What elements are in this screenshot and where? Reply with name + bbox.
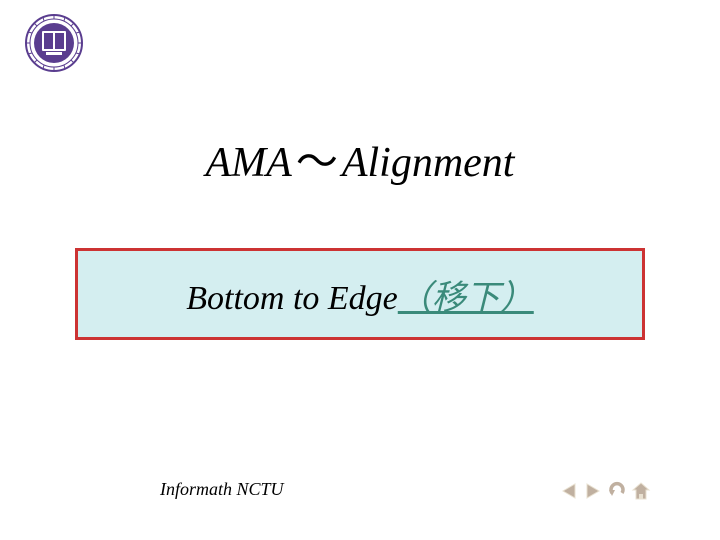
title-separator: ～	[296, 140, 338, 186]
content-link[interactable]: （移下）	[398, 280, 534, 317]
nav-controls	[558, 480, 652, 502]
university-logo	[25, 14, 83, 72]
nav-next-icon[interactable]	[582, 480, 604, 502]
nav-prev-icon[interactable]	[558, 480, 580, 502]
content-main-text: Bottom to Edge	[186, 280, 398, 317]
slide-title: AMA ～ Alignment	[0, 128, 720, 189]
footer-text: Informath NCTU	[160, 479, 284, 500]
title-part2: Alignment	[342, 140, 515, 186]
title-part1: AMA	[206, 140, 292, 186]
nav-home-icon[interactable]	[630, 480, 652, 502]
content-box: Bottom to Edge（移下）	[75, 248, 645, 340]
nav-return-icon[interactable]	[606, 480, 628, 502]
